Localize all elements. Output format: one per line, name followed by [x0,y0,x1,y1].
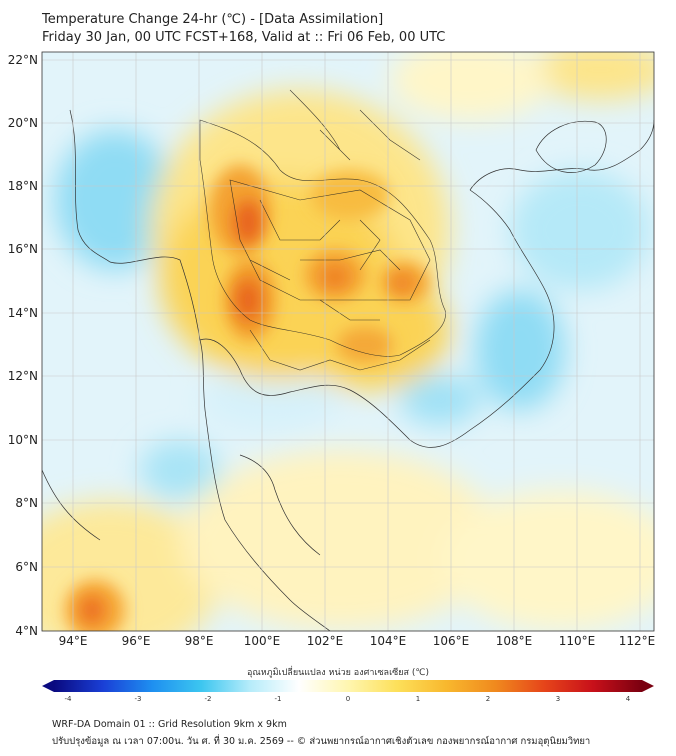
colorbar-tick-label: -1 [275,695,282,703]
lon-label: 102°E [307,634,344,648]
map-subtitle: Friday 30 Jan, 00 UTC FCST+168, Valid at… [42,30,446,45]
colorbar-tick-label: -3 [135,695,142,703]
lon-label: 108°E [496,634,533,648]
lon-label: 104°E [370,634,407,648]
lat-label: 8°N [15,496,38,510]
latitude-labels: 22°N 20°N 18°N 16°N 14°N 12°N 10°N 8°N 6… [8,53,38,638]
province-borders [199,89,446,371]
colorbar-tick-label: 2 [486,695,490,703]
colorbar-max-arrow [642,680,654,692]
lat-label: 10°N [8,433,38,447]
lat-label: 6°N [15,560,38,574]
colorbar-tick-label: -2 [205,695,212,703]
lon-label: 100°E [244,634,281,648]
lon-label: 98°E [185,634,214,648]
colorbar-tick-label: 0 [346,695,350,703]
colorbar-tick-label: 4 [626,695,631,703]
lon-label: 110°E [559,634,596,648]
colorbar-tick-label: 3 [556,695,560,703]
graticule [42,52,654,631]
map-title: Temperature Change 24-hr (℃) - [Data Ass… [42,12,384,27]
shaded-field [42,52,654,631]
colorbar-title: อุณหภูมิเปลี่ยนแปลง หน่วย องศาเซลเซียส (… [246,668,430,678]
colorbar-min-arrow [42,680,54,692]
lon-label: 112°E [619,634,656,648]
lon-label: 94°E [59,634,88,648]
colorbar-tick-label: 1 [416,695,420,703]
lat-label: 22°N [8,53,38,67]
lon-label: 96°E [122,634,151,648]
colorbar-gradient [54,680,642,692]
lon-label: 106°E [433,634,470,648]
coastlines [42,109,654,631]
footer-model-info: WRF-DA Domain 01 :: Grid Resolution 9km … [52,719,287,730]
lat-label: 14°N [8,306,38,320]
lat-label: 16°N [8,242,38,256]
lat-label: 12°N [8,369,38,383]
footer-credit: ปรับปรุงข้อมูล ณ เวลา 07:00น. วัน ศ. ที่… [52,736,591,747]
map-frame [41,51,655,632]
colorbar: -4 -3 -2 -1 0 1 2 3 4 [42,680,654,703]
lat-label: 18°N [8,179,38,193]
lat-label: 4°N [15,624,38,638]
lat-label: 20°N [8,116,38,130]
colorbar-tick-label: -4 [65,695,73,703]
longitude-labels: 94°E 96°E 98°E 100°E 102°E 104°E 106°E 1… [59,634,656,648]
